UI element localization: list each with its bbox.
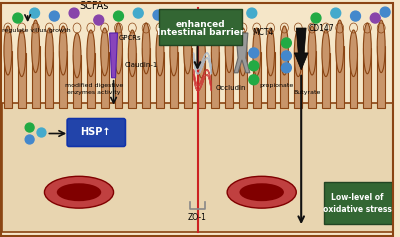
Polygon shape xyxy=(110,33,118,78)
Text: Occludin: Occludin xyxy=(215,85,246,91)
Text: modified digestive: modified digestive xyxy=(65,83,123,88)
Circle shape xyxy=(249,75,259,85)
Text: Low-level of: Low-level of xyxy=(331,193,384,202)
Circle shape xyxy=(282,63,291,73)
Text: enzymes activity: enzymes activity xyxy=(67,90,120,95)
Text: GPCRs: GPCRs xyxy=(118,35,141,41)
Text: oxidative stress: oxidative stress xyxy=(323,205,392,214)
FancyBboxPatch shape xyxy=(308,50,316,108)
Polygon shape xyxy=(294,28,308,70)
Ellipse shape xyxy=(336,33,344,78)
Circle shape xyxy=(153,10,163,20)
Circle shape xyxy=(331,8,341,18)
Ellipse shape xyxy=(156,33,164,78)
FancyBboxPatch shape xyxy=(59,46,67,108)
FancyBboxPatch shape xyxy=(198,55,206,108)
FancyBboxPatch shape xyxy=(322,55,330,108)
Ellipse shape xyxy=(32,33,40,78)
Circle shape xyxy=(249,48,259,58)
Circle shape xyxy=(49,11,59,21)
Ellipse shape xyxy=(267,23,274,74)
Text: CD147: CD147 xyxy=(309,23,335,32)
FancyBboxPatch shape xyxy=(156,55,164,108)
FancyBboxPatch shape xyxy=(267,48,274,108)
Ellipse shape xyxy=(227,176,296,208)
FancyBboxPatch shape xyxy=(159,9,242,45)
FancyBboxPatch shape xyxy=(32,55,40,108)
FancyBboxPatch shape xyxy=(114,53,122,108)
Circle shape xyxy=(25,123,34,132)
Circle shape xyxy=(222,11,232,21)
Circle shape xyxy=(69,8,79,18)
Ellipse shape xyxy=(322,33,330,78)
Ellipse shape xyxy=(240,183,284,201)
Circle shape xyxy=(350,11,360,21)
Ellipse shape xyxy=(4,23,12,74)
Ellipse shape xyxy=(239,23,247,74)
Ellipse shape xyxy=(170,28,178,76)
FancyBboxPatch shape xyxy=(73,52,81,108)
Circle shape xyxy=(133,8,143,18)
Ellipse shape xyxy=(142,30,150,77)
Ellipse shape xyxy=(57,183,101,201)
Ellipse shape xyxy=(184,30,192,77)
FancyBboxPatch shape xyxy=(4,48,12,108)
Text: HSP↑: HSP↑ xyxy=(80,127,111,137)
FancyBboxPatch shape xyxy=(211,50,219,108)
Text: ZO-1: ZO-1 xyxy=(188,213,207,222)
FancyBboxPatch shape xyxy=(350,48,358,108)
Ellipse shape xyxy=(46,26,53,75)
Circle shape xyxy=(94,15,104,25)
Circle shape xyxy=(13,13,23,23)
FancyBboxPatch shape xyxy=(225,52,233,108)
FancyBboxPatch shape xyxy=(142,53,150,108)
FancyBboxPatch shape xyxy=(170,52,178,108)
FancyBboxPatch shape xyxy=(377,53,385,108)
FancyBboxPatch shape xyxy=(87,55,95,108)
Polygon shape xyxy=(234,33,250,73)
Circle shape xyxy=(249,61,259,71)
Text: regulate villus growth: regulate villus growth xyxy=(2,27,71,32)
FancyBboxPatch shape xyxy=(128,48,136,108)
Text: Butyrate: Butyrate xyxy=(293,90,321,95)
Circle shape xyxy=(37,128,46,137)
Ellipse shape xyxy=(211,26,219,75)
Text: Intestinal barrier: Intestinal barrier xyxy=(157,28,244,37)
Circle shape xyxy=(380,7,390,17)
Ellipse shape xyxy=(18,28,26,76)
Ellipse shape xyxy=(364,28,371,76)
Circle shape xyxy=(370,13,380,23)
Ellipse shape xyxy=(377,30,385,77)
Circle shape xyxy=(30,8,40,18)
FancyBboxPatch shape xyxy=(364,52,371,108)
FancyBboxPatch shape xyxy=(324,182,392,224)
Circle shape xyxy=(247,8,257,18)
Ellipse shape xyxy=(308,26,316,75)
Circle shape xyxy=(282,51,291,61)
Text: propionate: propionate xyxy=(260,83,294,88)
FancyBboxPatch shape xyxy=(2,103,393,232)
Text: Claudin-1: Claudin-1 xyxy=(125,62,158,68)
Ellipse shape xyxy=(198,33,206,78)
Ellipse shape xyxy=(225,28,233,76)
Ellipse shape xyxy=(350,23,358,74)
Ellipse shape xyxy=(128,23,136,74)
Circle shape xyxy=(311,13,321,23)
Text: enhanced: enhanced xyxy=(176,19,225,28)
FancyBboxPatch shape xyxy=(18,52,26,108)
Ellipse shape xyxy=(280,26,288,75)
Ellipse shape xyxy=(73,28,81,76)
FancyBboxPatch shape xyxy=(67,118,126,146)
Ellipse shape xyxy=(253,28,261,76)
Ellipse shape xyxy=(87,33,95,78)
Text: MCT4: MCT4 xyxy=(252,28,273,37)
Ellipse shape xyxy=(294,26,302,75)
Ellipse shape xyxy=(44,176,114,208)
FancyBboxPatch shape xyxy=(253,52,261,108)
Ellipse shape xyxy=(101,33,109,78)
Ellipse shape xyxy=(114,30,122,77)
FancyBboxPatch shape xyxy=(46,50,53,108)
FancyBboxPatch shape xyxy=(239,48,247,108)
FancyBboxPatch shape xyxy=(336,55,344,108)
